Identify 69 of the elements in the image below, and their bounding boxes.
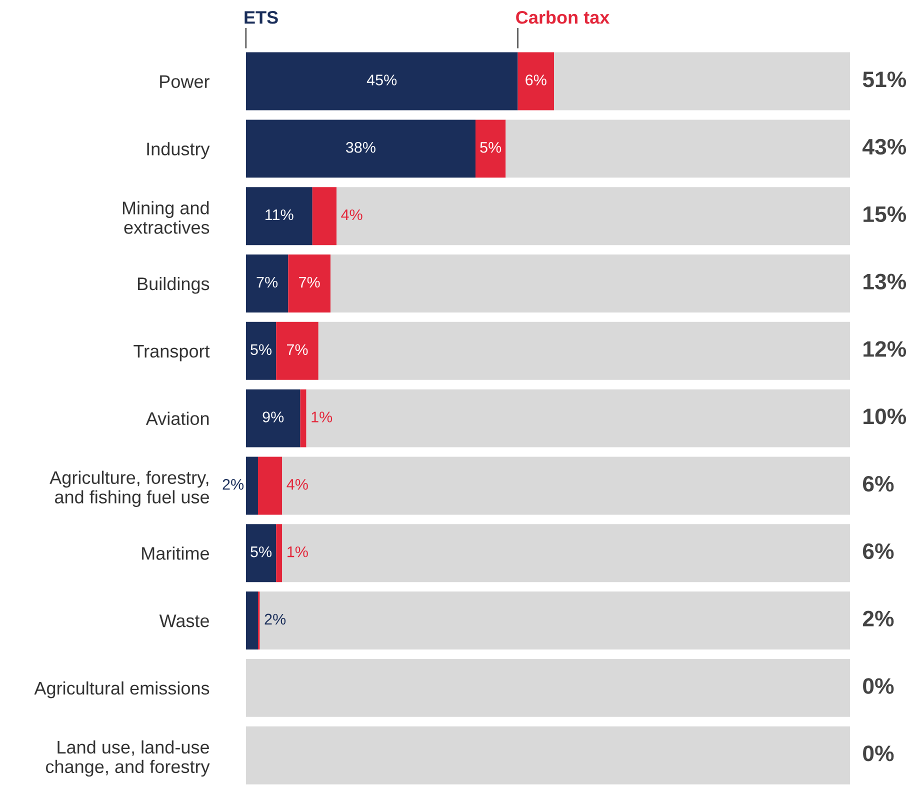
bar: [282, 456, 850, 515]
bar: [246, 592, 258, 650]
text: 6%: [862, 476, 894, 492]
bar: [276, 524, 282, 582]
bar: [246, 726, 850, 784]
y-tick-label: Power: [160, 75, 210, 88]
bar: [246, 456, 258, 515]
bar: [276, 322, 318, 380]
y-tick-label: Buildings: [138, 276, 210, 294]
data-label: 1%: [288, 546, 308, 558]
bar: [518, 52, 554, 110]
series-label: ETS: [244, 11, 278, 24]
text: 0%: [863, 746, 894, 762]
bar: [282, 524, 850, 582]
y-tick-label: Mining and extractives: [122, 201, 210, 234]
y-tick-label: Transport: [134, 345, 210, 362]
bar: [300, 389, 306, 448]
data-label: 6%: [526, 74, 546, 86]
bar: [246, 322, 276, 380]
data-label: 5%: [250, 344, 272, 356]
bar: [312, 187, 337, 246]
data-label: 7%: [287, 344, 308, 355]
y-tick-label: Aviation: [146, 412, 209, 426]
bar: [246, 120, 476, 178]
data-label: 7%: [299, 276, 320, 288]
bar: [246, 389, 300, 448]
y-tick-label: Agriculture, forestry, and fishing fuel use: [50, 470, 210, 508]
bar: [554, 52, 850, 110]
bar: [246, 52, 518, 110]
data-label: 9%: [262, 412, 284, 422]
text: 13%: [864, 274, 906, 290]
data-label: 2%: [264, 614, 286, 625]
y-tick-label: Industry: [147, 142, 210, 159]
y-tick-label: Maritime: [142, 546, 209, 560]
data-label: 4%: [286, 479, 308, 490]
y-tick-label: Waste: [159, 614, 209, 628]
data-label: 5%: [480, 142, 502, 153]
data-label: 11%: [266, 209, 294, 220]
bar: [258, 456, 282, 515]
bar: [506, 120, 850, 178]
text: 0%: [863, 678, 894, 694]
data-label: 4%: [341, 209, 362, 220]
bar: [288, 254, 330, 312]
text: 12%: [864, 341, 906, 357]
data-label: 7%: [256, 276, 278, 288]
data-label: 2%: [222, 478, 244, 490]
text: 10%: [864, 408, 906, 424]
text: 2%: [862, 610, 894, 626]
bar: [330, 254, 850, 312]
bar: [246, 658, 850, 717]
bar: [336, 187, 850, 246]
bar: [475, 120, 506, 178]
text: 51%: [862, 72, 906, 88]
bar: [246, 254, 288, 312]
text: 6%: [862, 543, 894, 560]
bar: [246, 187, 312, 246]
bar: [318, 322, 850, 380]
data-label: 1%: [312, 412, 332, 422]
data-label: 5%: [250, 546, 272, 558]
y-tick-label: Agricultural emissions: [34, 681, 210, 698]
text: 43%: [862, 138, 906, 155]
y-tick-label: Land use, land-use change, and forestry: [46, 740, 210, 777]
data-label: 38%: [346, 142, 376, 153]
data-label: 45%: [366, 74, 397, 86]
bar: [306, 389, 850, 448]
bar: [246, 524, 276, 582]
series-label: Carbon tax: [516, 10, 610, 24]
text: 15%: [864, 206, 906, 222]
bar: [260, 592, 850, 650]
